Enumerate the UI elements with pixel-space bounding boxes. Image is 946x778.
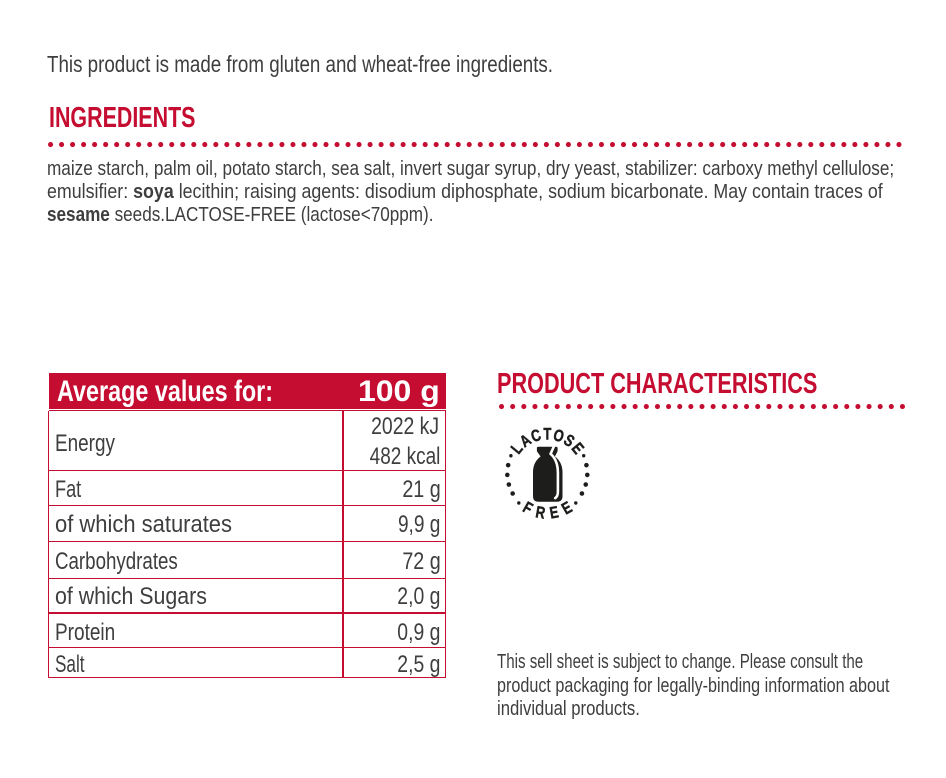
svg-text:F: F (519, 499, 535, 518)
svg-text:E: E (548, 504, 560, 522)
svg-text:T: T (543, 427, 551, 444)
svg-text:E: E (559, 499, 575, 519)
svg-text:R: R (534, 504, 547, 522)
